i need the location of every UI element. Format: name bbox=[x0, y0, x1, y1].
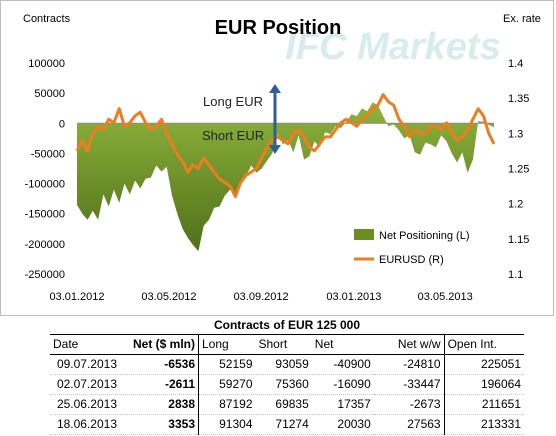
legend-area-swatch bbox=[354, 229, 374, 240]
left-tick-label: -150000 bbox=[25, 209, 65, 221]
long-short-arrow bbox=[269, 84, 281, 154]
right-axis-label: Ex. rate bbox=[503, 13, 541, 25]
cell-net: 17357 bbox=[311, 394, 374, 415]
cell-net: -16090 bbox=[311, 374, 374, 395]
cell-open-int: 196064 bbox=[443, 374, 524, 395]
right-tick-label: 1.4 bbox=[508, 58, 523, 70]
cell-net-ww: -24810 bbox=[373, 354, 445, 375]
eurusd-line bbox=[75, 93, 496, 199]
positions-table-section: Contracts of EUR 125 000 Date Net ($ mln… bbox=[50, 316, 524, 435]
left-tick-label: -100000 bbox=[25, 179, 65, 191]
left-tick-label: -250000 bbox=[25, 269, 65, 281]
right-tick-label: 1.1 bbox=[508, 269, 523, 281]
right-tick-label: 1.3 bbox=[508, 128, 523, 140]
cell-net-ww: -33447 bbox=[373, 374, 445, 395]
cell-long: 52159 bbox=[198, 354, 256, 375]
chart-legend: Net Positioning (L) EURUSD (R) bbox=[354, 229, 470, 266]
positions-table: Date Net ($ mln) Long Short Net Net w/w … bbox=[50, 334, 524, 435]
cell-net-mln: 2838 bbox=[120, 394, 199, 415]
cell-short: 75360 bbox=[255, 374, 312, 395]
cell-short: 71274 bbox=[255, 414, 312, 435]
cell-net: -40900 bbox=[311, 354, 374, 375]
cell-date: 02.07.2013 bbox=[50, 374, 120, 395]
cell-net-mln: -6536 bbox=[120, 354, 199, 375]
chart-frame: IFC Markets EUR Position Contracts Ex. r… bbox=[0, 0, 554, 316]
header-net-mln: Net ($ mln) bbox=[120, 334, 199, 355]
cell-date: 09.07.2013 bbox=[50, 354, 120, 375]
header-short: Short bbox=[255, 334, 312, 355]
short-eur-annotation: Short EUR bbox=[202, 128, 264, 143]
x-tick-label: 03.09.2012 bbox=[234, 291, 289, 303]
cell-long: 91304 bbox=[198, 414, 256, 435]
cell-long: 59270 bbox=[198, 374, 256, 395]
x-tick-label: 03.01.2012 bbox=[49, 291, 104, 303]
header-net: Net bbox=[311, 334, 374, 355]
left-axis-label: Contracts bbox=[23, 13, 71, 25]
table-title: Contracts of EUR 125 000 bbox=[213, 318, 361, 332]
header-date: Date bbox=[50, 334, 120, 355]
header-net-ww: Net w/w bbox=[373, 334, 445, 355]
eur-position-chart: IFC Markets EUR Position Contracts Ex. r… bbox=[23, 13, 541, 303]
x-tick-label: 03.01.2013 bbox=[326, 291, 381, 303]
header-open-int: Open Int. bbox=[443, 334, 524, 355]
chart-title: EUR Position bbox=[215, 17, 342, 39]
right-tick-label: 1.2 bbox=[508, 199, 523, 211]
legend-eurusd: EURUSD (R) bbox=[379, 254, 444, 266]
cell-open-int: 225051 bbox=[443, 354, 524, 375]
cell-net-mln: 3353 bbox=[120, 414, 199, 435]
cell-date: 18.06.2013 bbox=[50, 414, 120, 435]
watermark-logo-text: IFC Markets bbox=[285, 26, 500, 68]
left-tick-label: 100000 bbox=[28, 58, 65, 70]
legend-net-positioning: Net Positioning (L) bbox=[379, 230, 470, 242]
x-tick-label: 03.05.2012 bbox=[141, 291, 196, 303]
table-row: 09.07.2013 -6536 52159 93059 -40900 -248… bbox=[50, 354, 524, 375]
arrow-down-head bbox=[269, 145, 281, 154]
left-tick-label: 0 bbox=[59, 118, 65, 130]
ifc-markets-watermark: IFC Markets bbox=[285, 26, 500, 68]
cell-net-mln: -2611 bbox=[120, 374, 199, 395]
header-long: Long bbox=[198, 334, 256, 355]
table-row: 02.07.2013 -2611 59270 75360 -16090 -334… bbox=[50, 374, 524, 395]
cell-open-int: 213331 bbox=[443, 414, 524, 435]
left-tick-label: 50000 bbox=[34, 88, 65, 100]
table-row: 18.06.2013 3353 91304 71274 20030 27563 … bbox=[50, 414, 524, 435]
arrow-up-head bbox=[269, 84, 281, 93]
right-tick-label: 1.35 bbox=[508, 93, 529, 105]
x-tick-label: 03.05.2013 bbox=[418, 291, 473, 303]
cell-net: 20030 bbox=[311, 414, 374, 435]
long-eur-annotation: Long EUR bbox=[203, 94, 263, 109]
table-header-row: Date Net ($ mln) Long Short Net Net w/w … bbox=[50, 334, 524, 355]
cell-short: 93059 bbox=[255, 354, 312, 375]
table-row: 25.06.2013 2838 87192 69835 17357 -2673 … bbox=[50, 394, 524, 415]
cell-net-ww: 27563 bbox=[373, 414, 445, 435]
right-tick-label: 1.25 bbox=[508, 164, 529, 176]
cell-net-ww: -2673 bbox=[373, 394, 445, 415]
net-positioning-area bbox=[77, 102, 494, 252]
left-tick-label: -200000 bbox=[25, 239, 65, 251]
cell-date: 25.06.2013 bbox=[50, 394, 120, 415]
left-tick-label: -50000 bbox=[31, 148, 65, 160]
right-tick-label: 1.15 bbox=[508, 234, 529, 246]
cell-long: 87192 bbox=[198, 394, 256, 415]
cell-open-int: 211651 bbox=[443, 394, 524, 415]
cell-short: 69835 bbox=[255, 394, 312, 415]
